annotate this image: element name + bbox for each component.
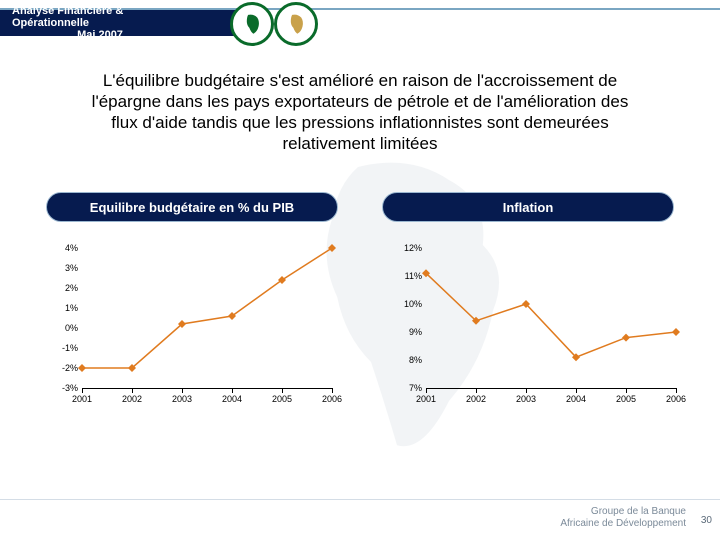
banner-bar: Analyse Financière & Opérationnelle Mai … — [0, 10, 248, 36]
x-tick-label: 2001 — [72, 394, 92, 404]
footer-rule — [0, 499, 720, 500]
header-banner: Analyse Financière & Opérationnelle Mai … — [0, 0, 720, 44]
footer-line2: Africaine de Développement — [560, 518, 686, 530]
series-svg — [82, 248, 332, 388]
x-tick — [82, 388, 83, 393]
budget-balance-chart: -3%-2%-1%0%1%2%3%4% 2001 2002 2003 2004 2005… — [52, 248, 332, 408]
x-tick — [332, 388, 333, 393]
y-tick-label: 10% — [404, 299, 422, 309]
x-tick-label: 2002 — [466, 394, 486, 404]
x-tick — [576, 388, 577, 393]
x-tick — [132, 388, 133, 393]
y-tick-label: 3% — [65, 263, 78, 273]
data-point — [622, 334, 630, 342]
x-tick — [232, 388, 233, 393]
page-number: 30 — [701, 515, 712, 526]
y-tick-label: 2% — [65, 283, 78, 293]
x-tick-label: 2006 — [322, 394, 342, 404]
plot-area-right: 7%8%9%10%11%12% — [426, 248, 676, 388]
y-tick-label: 1% — [65, 303, 78, 313]
x-tick-label: 2005 — [616, 394, 636, 404]
banner-subtitle: Mai 2007 — [12, 29, 188, 41]
y-tick-label: 4% — [65, 243, 78, 253]
logo-icon — [274, 2, 318, 46]
y-tick-label: 7% — [409, 383, 422, 393]
banner-title: Analyse Financière & Opérationnelle — [12, 5, 188, 29]
x-tick-label: 2002 — [122, 394, 142, 404]
x-tick — [476, 388, 477, 393]
x-tick — [526, 388, 527, 393]
y-tick-label: -3% — [62, 383, 78, 393]
inflation-chart: 7%8%9%10%11%12% 200120022003200420052006 — [396, 248, 676, 408]
slide: Analyse Financière & Opérationnelle Mai … — [0, 0, 720, 540]
data-point — [78, 364, 86, 372]
x-tick-label: 2001 — [416, 394, 436, 404]
y-tick-label: 11% — [405, 271, 422, 281]
chart-title-left: Equilibre budgétaire en % du PIB — [46, 192, 338, 222]
y-tick-label: 8% — [409, 355, 422, 365]
footer-credit: Groupe de la Banque Africaine de Dévelop… — [560, 506, 686, 530]
y-tick-label: -2% — [62, 363, 78, 373]
x-tick — [282, 388, 283, 393]
logo-icon — [230, 2, 274, 46]
footer-line1: Groupe de la Banque — [560, 506, 686, 518]
x-tick-label: 2004 — [222, 394, 242, 404]
x-tick-label: 2004 — [566, 394, 586, 404]
x-tick-label: 2005 — [272, 394, 292, 404]
data-point — [672, 328, 680, 336]
x-tick — [426, 388, 427, 393]
y-tick-label: 0% — [65, 323, 78, 333]
y-tick-label: 9% — [409, 327, 422, 337]
chart-title-right: Inflation — [382, 192, 674, 222]
x-tick — [676, 388, 677, 393]
x-tick — [182, 388, 183, 393]
x-tick — [626, 388, 627, 393]
x-axis — [82, 388, 332, 389]
x-axis — [426, 388, 676, 389]
y-tick-label: 12% — [404, 243, 422, 253]
headline-text: L'équilibre budgétaire s'est amélioré en… — [80, 70, 640, 154]
x-tick-label: 2003 — [172, 394, 192, 404]
x-tick-label: 2006 — [666, 394, 686, 404]
y-tick-label: -1% — [62, 343, 78, 353]
x-tick-label: 2003 — [516, 394, 536, 404]
series-svg — [426, 248, 676, 388]
plot-area-left: -3%-2%-1%0%1%2%3%4% — [82, 248, 332, 388]
